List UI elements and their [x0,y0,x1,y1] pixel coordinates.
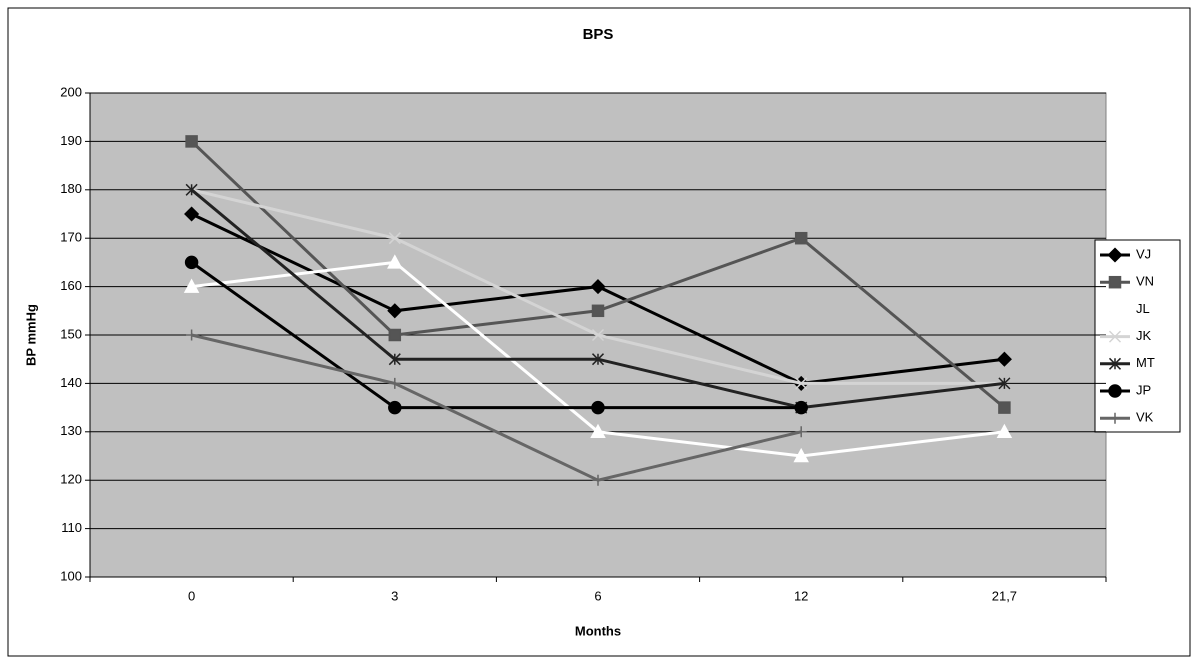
legend-marker [1108,384,1122,398]
x-tick-label: 12 [794,588,808,603]
data-point [996,351,1012,367]
y-axis-label: BP mmHg [23,304,38,366]
data-point [387,303,403,319]
data-point [388,353,401,366]
data-point [591,328,605,342]
data-point [592,474,604,486]
data-point [184,255,199,270]
data-point [998,377,1011,390]
legend-label: VN [1136,274,1154,289]
legend-label: JP [1136,382,1151,397]
legend-marker [1109,412,1121,424]
data-point [185,135,198,148]
data-point [591,400,605,415]
data-point [590,423,606,439]
data-point [389,377,401,389]
data-point [387,254,403,269]
y-tick-label: 150 [60,326,82,341]
data-point [591,353,605,366]
legend-marker [1107,247,1123,263]
series-line [190,261,802,410]
data-point [184,206,200,222]
data-point [996,423,1013,439]
data-point [794,231,808,245]
y-tick-label: 170 [60,230,82,245]
data-point [794,400,808,415]
data-point [388,400,402,415]
chart-title: BPS [583,26,614,43]
y-tick-label: 130 [60,423,82,438]
legend-marker [1108,357,1122,370]
y-tick-label: 110 [61,520,82,535]
y-tick-label: 120 [60,472,82,487]
y-tick-label: 160 [60,278,82,293]
series-line [191,333,802,482]
x-tick-label: 0 [188,588,195,603]
y-tick-label: 140 [60,375,82,390]
data-point [591,304,605,318]
data-point [795,377,808,390]
data-point [795,426,807,438]
data-point [185,183,198,196]
legend-marker [1107,301,1123,316]
y-tick-label: 100 [60,568,82,583]
legend-label: JL [1136,301,1150,316]
y-tick-label: 190 [60,133,82,148]
legend-marker [1108,330,1122,343]
data-point [183,278,200,293]
data-point [388,328,402,342]
y-tick-label: 180 [60,181,82,196]
legend-marker [1108,275,1122,289]
data-point [998,401,1011,414]
data-point [388,232,401,245]
legend-label: VK [1136,410,1154,425]
y-tick-label: 200 [60,84,82,99]
data-point [186,329,198,341]
legend-label: VJ [1136,246,1151,261]
legend-label: MT [1136,355,1155,370]
x-tick-label: 3 [391,588,398,603]
data-point [793,447,809,463]
x-tick-label: 21,7 [992,588,1017,603]
legend-label: JK [1136,328,1152,343]
x-tick-label: 6 [594,588,601,603]
x-axis-label: Months [575,623,621,638]
data-point [590,279,606,295]
